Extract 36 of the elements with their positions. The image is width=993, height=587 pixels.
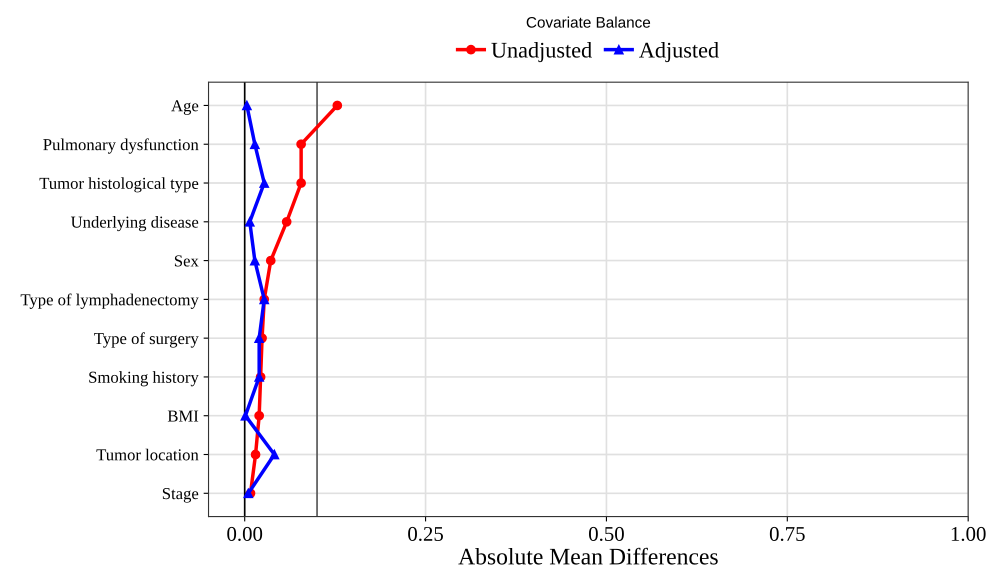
y-tick-label: Smoking history [89,371,199,386]
point [270,450,280,460]
point [266,256,276,266]
x-tick-label: 0.00 [227,526,262,542]
y-tick-label: Pulmonary dysfunction [43,138,199,154]
y-tick-label: Stage [162,488,198,503]
y-tick-label: Sex [174,255,199,267]
point [250,256,260,266]
y-tick-label: BMI [168,410,198,422]
y-tick-label: Tumor location [96,448,199,460]
y-tick-label: Type of surgery [94,332,199,348]
point [250,450,260,460]
y-tick-label: Type of lymphadenectomy [20,294,199,309]
point [240,410,250,421]
x-axis-title: Absolute Mean Differences [458,548,718,565]
point [242,100,252,110]
y-tick-label: Tumor histological type [40,177,198,192]
legend-title: Covariate Balance [526,16,650,28]
legend-label: Unadjusted [491,42,592,62]
point [332,100,342,110]
y-tick-label: Underlying disease [70,216,198,232]
point [243,488,254,498]
y-tick-label: Age [171,100,198,115]
x-tick-label: 0.25 [408,526,443,542]
x-tick-label: 1.00 [952,526,986,542]
point [254,410,264,421]
x-tick-label: 0.75 [770,526,805,542]
point [282,216,292,227]
point [259,178,270,188]
legend-label: Adjusted [639,42,719,62]
point [244,216,255,227]
point [296,178,306,188]
point [296,139,306,150]
point [250,139,260,150]
point [254,333,264,344]
x-tick-label: 0.50 [589,526,624,542]
